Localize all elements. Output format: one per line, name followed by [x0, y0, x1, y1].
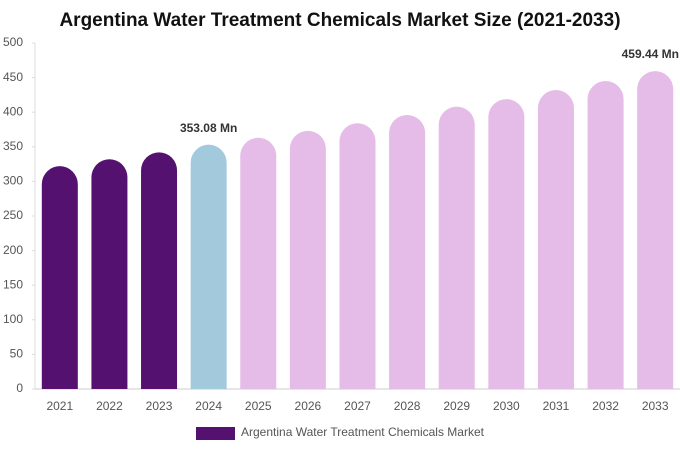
y-tick-label: 500 — [3, 35, 23, 49]
x-tick-label: 2030 — [493, 399, 520, 413]
data-label: 459.44 Mn — [622, 47, 679, 61]
bar — [289, 130, 326, 389]
y-tick-label: 350 — [3, 139, 23, 153]
x-tick-label: 2033 — [642, 399, 669, 413]
x-tick-label: 2025 — [245, 399, 272, 413]
bar — [587, 81, 624, 389]
y-tick-label: 400 — [3, 104, 23, 118]
y-tick-label: 300 — [3, 174, 23, 188]
x-tick-label: 2028 — [394, 399, 421, 413]
y-tick-label: 50 — [10, 347, 24, 361]
y-tick-label: 200 — [3, 243, 23, 257]
x-tick-label: 2022 — [96, 399, 123, 413]
x-tick-label: 2026 — [295, 399, 322, 413]
bar — [438, 106, 475, 389]
legend-label: Argentina Water Treatment Chemicals Mark… — [241, 425, 485, 439]
bar — [91, 159, 128, 389]
x-tick-label: 2021 — [46, 399, 73, 413]
bar — [537, 90, 574, 390]
bar — [41, 166, 78, 389]
bar — [190, 144, 227, 389]
legend-swatch — [196, 427, 235, 440]
x-tick-label: 2024 — [195, 399, 222, 413]
y-tick-label: 250 — [3, 208, 23, 222]
x-tick-label: 2027 — [344, 399, 371, 413]
x-tick-label: 2031 — [543, 399, 570, 413]
y-tick-label: 100 — [3, 312, 23, 326]
data-label: 353.08 Mn — [180, 121, 237, 135]
y-tick-label: 150 — [3, 277, 23, 291]
chart-title: Argentina Water Treatment Chemicals Mark… — [59, 10, 620, 31]
bar — [339, 123, 376, 389]
bar — [141, 152, 178, 389]
bar — [637, 71, 674, 390]
y-tick-label: 0 — [16, 381, 23, 395]
bar — [389, 114, 426, 389]
x-tick-label: 2023 — [146, 399, 173, 413]
bar — [488, 99, 525, 390]
x-tick-label: 2029 — [443, 399, 470, 413]
y-tick-label: 450 — [3, 70, 23, 84]
x-tick-label: 2032 — [592, 399, 619, 413]
bar — [240, 137, 277, 389]
